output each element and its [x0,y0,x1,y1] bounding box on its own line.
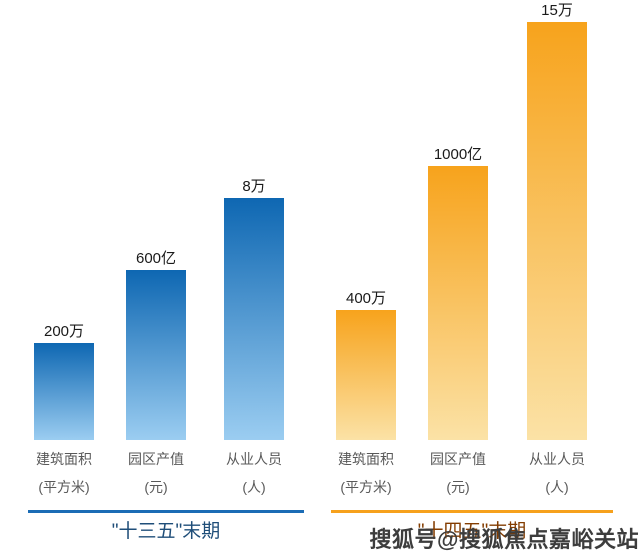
bar-group1-2 [527,22,587,440]
sohu-watermark: 搜狐号@搜狐焦点嘉峪关站 [369,527,639,552]
bar-group1-1 [428,166,488,440]
bar-group0-2 [224,198,284,440]
category-label: 建筑面积 (平方米) [36,451,92,495]
bar-group0-0 [34,343,94,440]
category-label: 园区产值 (元) [128,451,184,495]
bar-value-label: 1000亿 [433,146,483,163]
bar-group1-0 [336,310,396,440]
group-title-13th-plan: "十三五"末期 [111,521,221,542]
category-label: 园区产值 (元) [430,451,486,495]
category-label: 从业人员 (人) [529,451,585,495]
bar-value-label: 600亿 [135,250,177,267]
bar-value-label: 15万 [541,2,573,19]
group-underline-13th-plan [28,510,304,513]
category-label: 建筑面积 (平方米) [338,451,394,495]
category-label: 从业人员 (人) [226,451,282,495]
bar-value-label: 400万 [345,290,387,307]
bar-group0-1 [126,270,186,440]
group-title-14th-plan: "十四五"末期 [417,521,527,542]
bar-value-label: 8万 [242,178,266,195]
group-underline-14th-plan [331,510,613,513]
bar-value-label: 200万 [43,323,85,340]
